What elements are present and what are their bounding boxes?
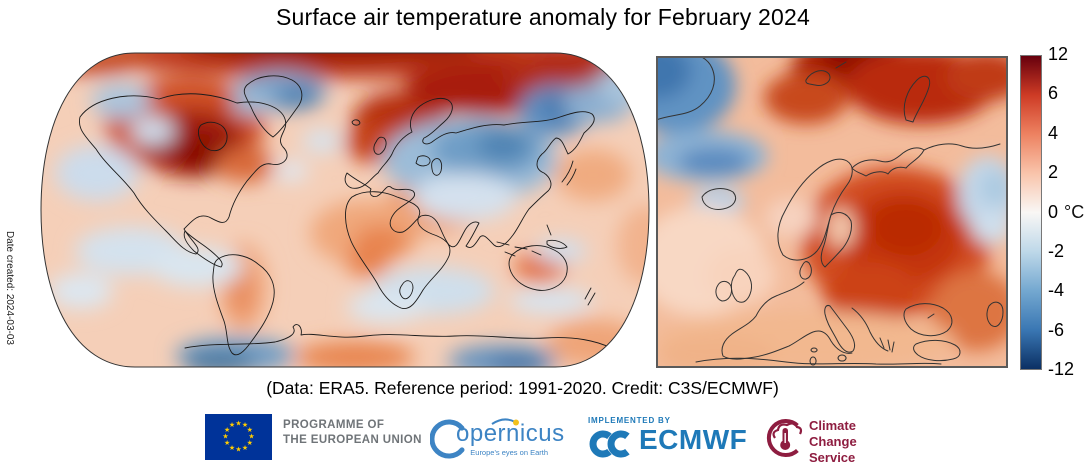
eu-star-icon: ★ — [224, 439, 230, 447]
copernicus-wordmark: opernicus — [456, 420, 565, 447]
c3s-line1: Climate — [809, 418, 856, 433]
c3s-mark-icon — [766, 419, 803, 457]
europe-anomaly-field — [657, 57, 1007, 367]
ecmwf-wordmark: ECMWF — [639, 424, 748, 455]
eu-star-icon: ★ — [222, 433, 228, 441]
ecmwf-logo: IMPLEMENTED BY ECMWF — [587, 410, 747, 466]
europe-map-frame — [656, 56, 1008, 368]
eu-star-icon: ★ — [235, 420, 241, 428]
eu-star-icon: ★ — [242, 444, 248, 452]
eu-star-icon: ★ — [247, 426, 253, 434]
eu-star-icon: ★ — [229, 444, 235, 452]
eu-star-icon: ★ — [242, 421, 248, 429]
colorbar-tick-label: -2 — [1048, 240, 1065, 261]
copernicus-logo: opernicus Europe's eyes on Earth — [430, 412, 564, 464]
colorbar-tick-label: 0 — [1048, 201, 1059, 222]
date-created-label: Date created: 2024-03-03 — [4, 231, 15, 345]
copernicus-c-icon — [430, 418, 519, 459]
climate-change-service-logo: Climate Change Service — [763, 410, 903, 466]
colorbar-tick-label: 6 — [1048, 83, 1059, 104]
colorbar-tick-label: -6 — [1048, 319, 1065, 340]
eu-star-icon: ★ — [247, 439, 253, 447]
colorbar-tick-label: 2 — [1048, 162, 1059, 183]
c3s-line2: Change Service — [809, 434, 857, 465]
world-coastlines — [78, 75, 612, 356]
eu-star-icon: ★ — [229, 421, 235, 429]
colorbar-gradient — [1020, 55, 1042, 370]
figure-caption: (Data: ERA5. Reference period: 1991-2020… — [266, 378, 779, 398]
colorbar-ticks: °C 12 6 4 2 0 -2 -4 -6 -12 — [1048, 44, 1086, 379]
copernicus-tagline: Europe's eyes on Earth — [470, 448, 548, 457]
world-map-outline — [40, 52, 650, 368]
ecmwf-mark-icon — [589, 430, 630, 458]
world-anomaly-field — [41, 53, 649, 367]
implemented-by-label: IMPLEMENTED BY — [588, 416, 671, 425]
colorbar-tick-label: 12 — [1048, 44, 1069, 65]
eu-flag-icon: ★ ★★★★★★★★★★★ — [205, 414, 272, 460]
colorbar-tick-label: -4 — [1048, 280, 1065, 301]
eu-star-icon: ★ — [224, 426, 230, 434]
colorbar-unit-label: °C — [1064, 201, 1085, 222]
eu-programme-line1: PROGRAMME OF — [283, 419, 385, 431]
c3s-label: Climate Change Service — [809, 418, 903, 466]
europe-anomaly-map — [656, 56, 1008, 368]
eu-programme-label: PROGRAMME OF THE EUROPEAN UNION — [283, 418, 422, 448]
logo-row: ★ ★ ★ ★ ★ ★ ★ ★ ★ ★ ★ ★ PROGRAMME OF THE EUROPEAN U… — [0, 408, 1086, 468]
eu-star-icon: ★ — [235, 446, 241, 454]
europe-coastlines — [657, 57, 1004, 366]
eu-star-icon: ★ — [248, 433, 254, 441]
colorbar-tick-label: -12 — [1048, 359, 1075, 380]
colorbar-tick-label: 4 — [1048, 122, 1059, 143]
figure-title: Surface air temperature anomaly for Febr… — [276, 4, 810, 30]
eu-programme-line2: THE EUROPEAN UNION — [283, 434, 422, 446]
world-anomaly-map — [40, 52, 650, 368]
